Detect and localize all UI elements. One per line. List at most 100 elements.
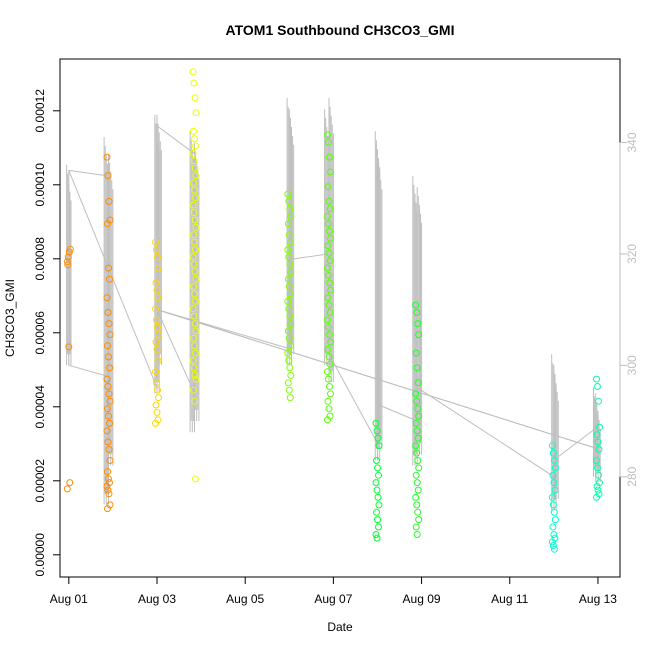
secondary-trace-segment xyxy=(156,309,599,450)
data-point xyxy=(375,523,382,531)
data-point xyxy=(189,68,197,76)
data-point xyxy=(284,190,292,198)
data-point xyxy=(66,245,74,253)
data-point xyxy=(104,172,112,180)
data-point xyxy=(326,205,334,213)
data-point xyxy=(66,479,74,487)
data-point xyxy=(191,186,198,194)
data-point xyxy=(190,179,197,187)
data-point xyxy=(375,442,383,450)
data-point xyxy=(412,419,420,427)
data-point xyxy=(192,349,199,357)
data-point xyxy=(191,268,199,276)
data-point xyxy=(286,260,294,268)
data-point xyxy=(190,364,198,372)
data-point xyxy=(190,157,198,165)
data-point xyxy=(154,357,162,365)
data-point xyxy=(285,283,293,291)
data-point xyxy=(192,142,199,150)
data-point xyxy=(551,464,559,472)
data-point xyxy=(593,493,600,501)
data-point xyxy=(594,486,602,494)
data-point xyxy=(286,238,294,246)
data-point xyxy=(105,475,112,483)
data-point xyxy=(412,471,420,479)
data-point xyxy=(594,383,601,390)
data-point xyxy=(374,464,381,472)
data-point xyxy=(190,231,197,239)
data-point xyxy=(192,194,199,202)
data-point xyxy=(152,305,159,313)
data-point xyxy=(286,342,294,350)
data-point xyxy=(595,397,602,405)
data-point xyxy=(285,334,293,342)
data-point xyxy=(192,327,200,335)
data-point xyxy=(106,364,113,372)
data-point xyxy=(104,468,111,476)
data-point xyxy=(550,479,558,487)
data-point xyxy=(154,253,161,261)
data-point xyxy=(414,379,422,387)
y2-tick-label: 280 xyxy=(625,466,639,486)
data-point xyxy=(105,490,113,498)
data-point xyxy=(373,534,381,542)
data-point xyxy=(372,419,380,427)
data-point xyxy=(104,405,111,413)
data-point xyxy=(104,486,112,494)
data-point xyxy=(154,323,161,331)
data-point xyxy=(285,253,293,261)
data-point xyxy=(104,438,112,446)
data-point xyxy=(65,343,73,351)
data-point xyxy=(415,412,423,420)
data-point xyxy=(548,493,556,501)
data-point xyxy=(549,449,557,457)
y-tick-label: 0.00006 xyxy=(33,311,47,355)
data-point xyxy=(325,405,333,413)
data-point xyxy=(106,331,114,339)
data-point xyxy=(190,127,197,135)
data-point xyxy=(284,327,292,335)
data-point xyxy=(414,457,422,464)
data-point xyxy=(189,149,197,157)
secondary-trace-segment xyxy=(156,309,195,394)
data-point xyxy=(374,516,381,524)
data-point xyxy=(286,290,294,298)
x-tick-label: Aug 03 xyxy=(138,592,176,606)
data-point xyxy=(285,305,293,313)
data-point xyxy=(373,427,381,435)
data-point xyxy=(327,235,334,242)
data-point xyxy=(287,320,295,328)
y-axis-title: CH3CO3_GMI xyxy=(3,279,17,357)
secondary-trace-segment xyxy=(68,169,109,177)
data-point xyxy=(106,275,113,283)
data-point xyxy=(413,427,421,435)
data-point xyxy=(593,375,600,383)
data-point xyxy=(593,457,600,464)
data-point xyxy=(152,368,159,376)
data-point xyxy=(106,419,113,427)
data-point xyxy=(373,508,380,516)
data-point xyxy=(372,479,380,487)
secondary-trace-segment xyxy=(328,353,378,444)
data-point xyxy=(413,479,421,487)
y-tick-label: 0.00002 xyxy=(33,459,47,503)
data-point xyxy=(103,375,111,383)
data-point xyxy=(326,360,334,368)
data-point xyxy=(287,212,295,220)
data-point xyxy=(154,386,161,394)
data-point xyxy=(105,264,112,272)
data-point xyxy=(549,501,557,509)
data-point xyxy=(413,501,421,509)
data-point xyxy=(413,531,421,538)
data-point xyxy=(103,153,111,161)
x-tick-label: Aug 01 xyxy=(50,592,88,606)
data-point xyxy=(153,408,161,416)
data-point xyxy=(105,197,113,205)
data-point xyxy=(189,253,197,261)
data-point xyxy=(285,231,293,239)
data-point xyxy=(325,323,332,331)
y-tick-label: 0.00010 xyxy=(33,163,47,207)
data-point xyxy=(325,249,333,257)
data-point xyxy=(284,379,292,387)
